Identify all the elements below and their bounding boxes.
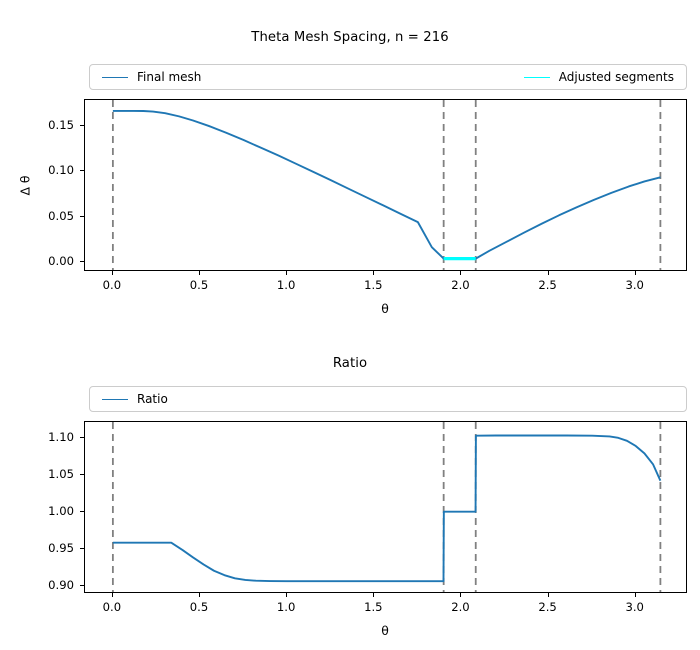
y-tick-mark	[80, 261, 84, 263]
series-line-final-mesh	[112, 109, 661, 260]
x-tick-label: 0.0	[102, 600, 122, 614]
y-tick-label: 0.90	[48, 577, 74, 592]
panel-2-title: Ratio	[332, 356, 368, 371]
y-tick-mark	[80, 124, 84, 126]
legend-entry-adjusted-segments[interactable]: Adjusted segments	[523, 70, 674, 84]
x-tick-mark	[111, 271, 113, 275]
x-tick-mark	[547, 593, 549, 597]
x-tick-label: 2.0	[451, 600, 470, 614]
x-tick-label: 2.5	[538, 278, 557, 292]
x-tick-label: 0.0	[102, 278, 122, 292]
y-tick-mark	[80, 510, 84, 512]
x-tick-label: 0.5	[189, 278, 209, 292]
y-tick-mark	[80, 170, 84, 172]
legend-swatch-ratio	[102, 398, 128, 400]
x-tick-mark	[199, 271, 201, 275]
y-tick-label: 0.15	[48, 117, 74, 132]
y-tick-label: 0.05	[48, 208, 74, 223]
y-tick-mark	[80, 547, 84, 549]
panel-1-series-layer	[111, 100, 662, 270]
x-tick-label: 2.5	[538, 600, 557, 614]
legend-label-final-mesh: Final mesh	[137, 70, 202, 84]
y-tick-mark	[80, 473, 84, 475]
x-tick-mark	[373, 593, 375, 597]
legend-label-adjusted-segments: Adjusted segments	[558, 70, 674, 84]
legend-entry-ratio[interactable]: Ratio	[102, 392, 168, 406]
y-tick-label: 1.00	[48, 503, 74, 518]
series-line-ratio	[112, 434, 662, 583]
panel-2-plot-area	[84, 421, 687, 593]
x-tick-label: 3.0	[625, 600, 644, 614]
x-tick-label: 0.5	[189, 600, 209, 614]
panel-1-x-axis-label: θ	[381, 301, 389, 316]
y-tick-label: 0.10	[48, 163, 74, 178]
panel-1-legend[interactable]: Final mesh Adjusted segments	[89, 64, 687, 90]
y-tick-label: 0.00	[48, 254, 74, 269]
legend-swatch-adjusted-segments	[523, 76, 550, 78]
panel-1-title: Theta Mesh Spacing, n = 216	[251, 30, 449, 45]
x-tick-mark	[460, 271, 462, 275]
x-tick-mark	[286, 593, 288, 597]
x-tick-label: 3.0	[625, 278, 644, 292]
x-tick-label: 2.0	[451, 278, 470, 292]
x-tick-mark	[634, 593, 636, 597]
y-tick-mark	[80, 436, 84, 438]
x-tick-label: 1.0	[276, 278, 296, 292]
panel-1-plot-area	[84, 99, 687, 271]
x-tick-label: 1.5	[364, 278, 383, 292]
x-tick-mark	[199, 593, 201, 597]
x-tick-mark	[111, 593, 113, 597]
panel-2-series-layer	[111, 422, 662, 592]
x-tick-mark	[547, 271, 549, 275]
y-tick-label: 1.10	[48, 429, 74, 444]
legend-label-ratio: Ratio	[137, 392, 168, 406]
x-tick-label: 1.0	[276, 600, 296, 614]
y-tick-label: 1.05	[48, 466, 74, 481]
panel-theta-mesh-spacing: Theta Mesh Spacing, n = 216 Final mesh A…	[17, 30, 687, 316]
y-tick-label: 0.95	[48, 540, 74, 555]
y-tick-mark	[80, 584, 84, 586]
panel-1-y-axis-label: Δ θ	[17, 175, 33, 196]
panel-2-legend[interactable]: Ratio	[89, 386, 687, 412]
x-tick-mark	[373, 271, 375, 275]
x-tick-label: 1.5	[364, 600, 383, 614]
panel-2-x-axis-label: θ	[381, 623, 389, 638]
panel-ratio: Ratio Ratio 0.90 0.95 1.00 1.05 1.10 0.0 0.5 1.…	[0, 340, 700, 650]
legend-entry-final-mesh[interactable]: Final mesh	[102, 70, 201, 84]
y-tick-mark	[80, 215, 84, 217]
x-tick-mark	[286, 271, 288, 275]
x-tick-mark	[634, 271, 636, 275]
legend-swatch-final-mesh	[102, 76, 128, 78]
x-tick-mark	[460, 593, 462, 597]
